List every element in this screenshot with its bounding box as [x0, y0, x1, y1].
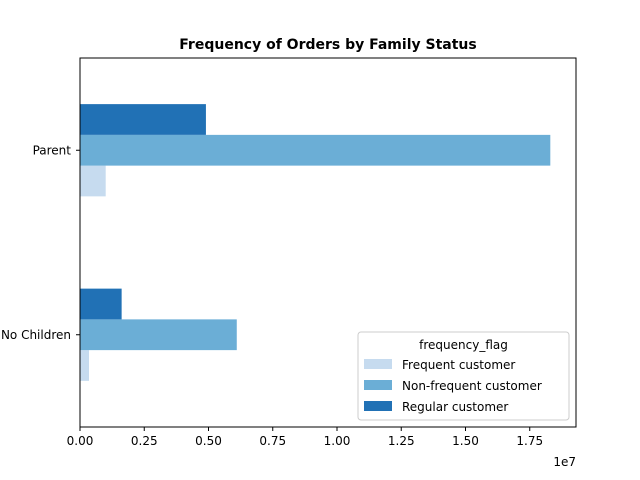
legend-swatch	[364, 380, 392, 390]
bar-frequent-customer-no-children	[80, 350, 89, 381]
bar-regular-customer-no-children	[80, 288, 122, 320]
x-tick-label: 0.00	[67, 434, 94, 448]
legend-title: frequency_flag	[419, 338, 508, 352]
x-tick-label: 1.00	[324, 434, 351, 448]
legend-swatch	[364, 359, 392, 369]
x-tick-label: 0.25	[131, 434, 158, 448]
plot-frame	[79, 57, 577, 428]
bar-non-frequent-customer-no-children	[80, 319, 237, 351]
x-tick-label: 0.50	[195, 434, 222, 448]
chart-title: Frequency of Orders by Family Status	[179, 37, 476, 53]
x-tick-label: 1.25	[388, 434, 415, 448]
x-tick-label: 0.75	[259, 434, 286, 448]
legend-label: Frequent customer	[402, 358, 515, 372]
y-tick-label: No Children	[1, 328, 71, 342]
legend: frequency_flag Frequent customer Non-frequ…	[357, 331, 570, 421]
bar-non-frequent-customer-parent	[80, 134, 551, 166]
bars-group	[80, 104, 551, 381]
x-tick-label: 1.50	[452, 434, 479, 448]
bar-regular-customer-parent	[80, 104, 206, 135]
legend-frame	[357, 331, 570, 421]
y-axis: No Children Parent	[1, 143, 80, 342]
legend-swatch	[364, 401, 392, 411]
x-offset-label: 1e7	[553, 455, 576, 469]
bar-frequent-customer-parent	[80, 165, 106, 197]
x-tick-label: 1.75	[516, 434, 543, 448]
y-tick-label: Parent	[33, 143, 72, 157]
legend-label: Non-frequent customer	[402, 379, 542, 393]
legend-label: Regular customer	[402, 400, 508, 414]
x-axis: 0.00 0.25 0.50 0.75 1.00 1.25 1.50 1.75	[67, 427, 543, 448]
